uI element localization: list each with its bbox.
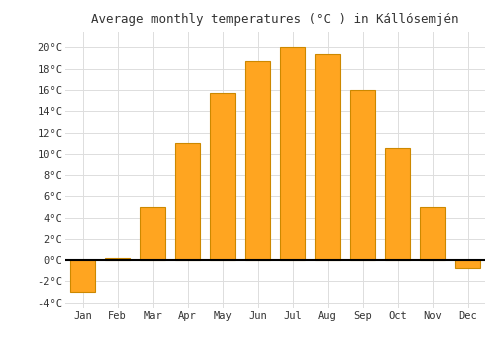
Bar xyxy=(140,207,165,260)
Bar xyxy=(176,143,200,260)
Bar xyxy=(280,48,305,260)
Bar xyxy=(105,258,130,260)
Bar xyxy=(316,54,340,260)
Title: Average monthly temperatures (°C ) in Kállósemjén: Average monthly temperatures (°C ) in Ká… xyxy=(91,13,459,26)
Bar xyxy=(385,148,410,260)
Bar xyxy=(70,260,95,292)
Bar xyxy=(350,90,375,260)
Bar xyxy=(420,207,445,260)
Bar xyxy=(455,260,480,268)
Bar xyxy=(245,61,270,260)
Bar xyxy=(210,93,235,260)
